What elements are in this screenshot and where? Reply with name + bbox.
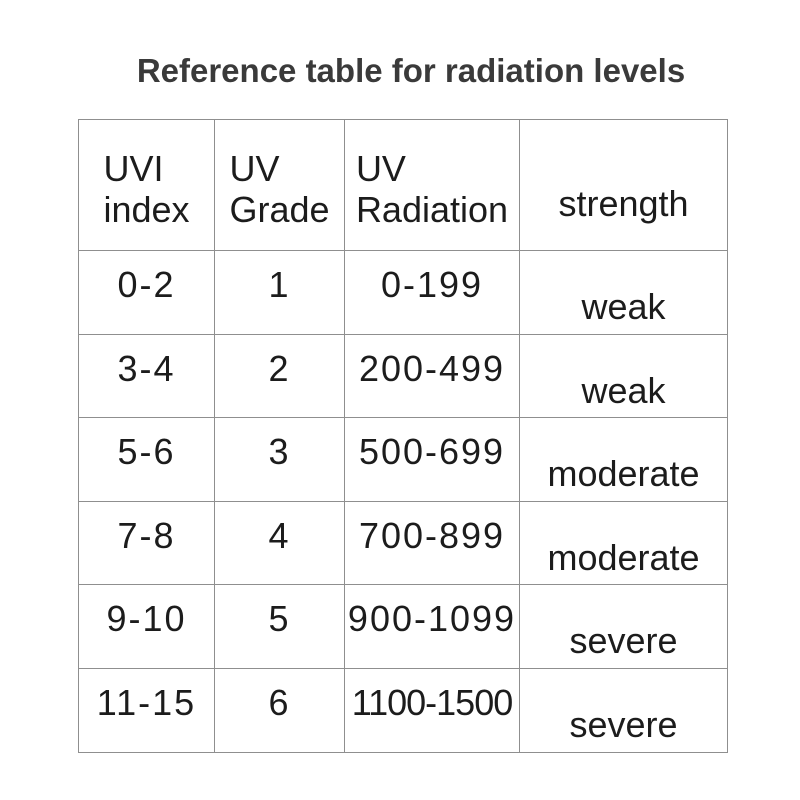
- table-cell-strength: severe: [520, 669, 727, 753]
- page-title: Reference table for radiation levels: [136, 52, 686, 89]
- header-cell-uvi-index: UVI index: [79, 120, 215, 251]
- header-label-uv-grade: UV Grade: [229, 147, 330, 230]
- cell-value: severe: [569, 620, 678, 662]
- table-cell-uv-radiation: 1100-1500: [345, 668, 520, 752]
- cell-value: 5: [268, 598, 291, 640]
- table-cell-uv-grade: 1: [215, 251, 345, 335]
- table-cell-strength: moderate: [520, 502, 727, 585]
- cell-value: moderate: [547, 536, 700, 578]
- table-cell-uv-grade: 2: [215, 334, 345, 418]
- cell-value: 2: [268, 347, 291, 389]
- cell-value: weak: [581, 286, 666, 328]
- table-cell-uvi-index: 11-15: [79, 668, 215, 752]
- table-cell-uvi-index: 5-6: [79, 418, 215, 502]
- table-cell-uvi-index: 0-2: [79, 251, 215, 335]
- header-label-strength: strength: [558, 183, 689, 225]
- cell-value: 3: [268, 431, 291, 473]
- cell-value: 7-8: [117, 514, 176, 556]
- table-cell-uvi-index: 3-4: [79, 334, 215, 418]
- table-cell-uv-radiation: 200-499: [345, 334, 520, 418]
- table-cell-strength: moderate: [520, 418, 727, 502]
- header-cell-uv-radiation: UV Radiation: [345, 120, 520, 251]
- cell-value: 1100-1500: [351, 682, 513, 724]
- table-cell-uvi-index: 7-8: [79, 501, 215, 585]
- cell-value: 200-499: [358, 347, 506, 389]
- cell-value: 700-899: [358, 514, 506, 556]
- table-cell-uv-grade: 3: [215, 418, 345, 502]
- cell-value: moderate: [547, 453, 700, 495]
- header-label-uvi-index: UVI index: [103, 147, 190, 230]
- cell-value: weak: [581, 369, 666, 411]
- table-cell-uv-grade: 6: [215, 668, 345, 752]
- header-label-uv-radiation: UV Radiation: [355, 147, 509, 230]
- table-cell-uv-radiation: 0-199: [345, 251, 520, 335]
- table-cell-strength: weak: [520, 251, 727, 335]
- cell-value: 0-199: [380, 264, 484, 306]
- table-cell-uv-grade: 5: [215, 585, 345, 669]
- cell-value: 6: [268, 682, 291, 724]
- cell-value: 4: [268, 514, 291, 556]
- radiation-reference-table: UVI index UV Grade UV Radiation strength…: [78, 119, 728, 753]
- header-cell-uv-grade: UV Grade: [215, 120, 345, 251]
- table-cell-uv-radiation: 500-699: [345, 418, 520, 502]
- cell-value: 5-6: [117, 431, 176, 473]
- table-cell-strength: severe: [520, 585, 727, 669]
- cell-value: 500-699: [358, 431, 506, 473]
- table-cell-uvi-index: 9-10: [79, 585, 215, 669]
- table-cell-strength: weak: [520, 335, 727, 418]
- cell-value: 9-10: [106, 598, 187, 640]
- cell-value: 900-1099: [347, 598, 517, 640]
- table-cell-uv-radiation: 900-1099: [345, 585, 520, 669]
- cell-value: 1: [268, 264, 291, 306]
- cell-value: 0-2: [117, 264, 176, 306]
- cell-value: 3-4: [117, 347, 176, 389]
- cell-value: 11-15: [96, 682, 197, 724]
- cell-value: severe: [569, 704, 678, 746]
- table-cell-uv-grade: 4: [215, 501, 345, 585]
- table-cell-uv-radiation: 700-899: [345, 501, 520, 585]
- header-cell-strength: strength: [520, 120, 727, 251]
